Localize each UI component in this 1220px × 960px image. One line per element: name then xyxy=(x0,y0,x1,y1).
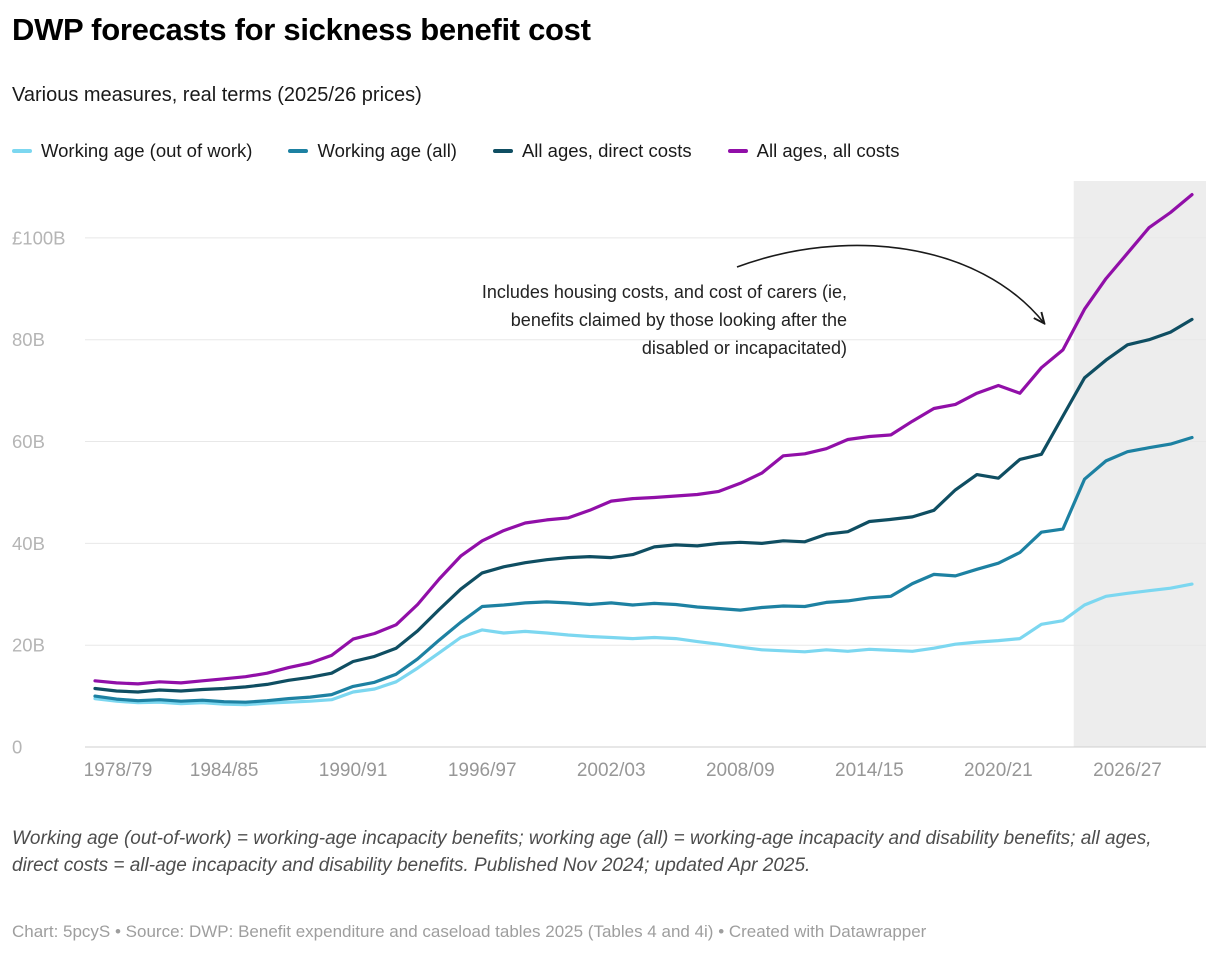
legend-label: Working age (out of work) xyxy=(41,140,253,161)
x-tick-label: 1990/91 xyxy=(319,760,388,781)
x-tick-label: 1978/79 xyxy=(84,760,153,781)
y-tick-label: 40B xyxy=(12,533,45,554)
legend-swatch-line xyxy=(727,149,748,153)
x-tick-label: 1984/85 xyxy=(190,760,259,781)
page-title: DWP forecasts for sickness benefit cost xyxy=(12,12,591,47)
annotation-line: disabled or incapacitated) xyxy=(641,337,847,358)
annotation-arrow xyxy=(736,244,1044,323)
y-tick-label: 0 xyxy=(12,737,22,758)
chart-area: 0 20B 40B 60B 80B £100B 1978/79 1984/85 1990/91 1… xyxy=(0,175,1220,795)
x-tick-label: 2008/09 xyxy=(706,760,775,781)
forecast-band xyxy=(1073,181,1206,747)
legend-item[interactable]: Working age (out of work) xyxy=(12,140,252,162)
x-tick-label: 2002/03 xyxy=(577,760,646,781)
annotation-line: benefits claimed by those looking after … xyxy=(510,309,847,330)
y-tick-label: £100B xyxy=(12,227,66,248)
chart-canvas: 0 20B 40B 60B 80B £100B 1978/79 1984/85 1990/91 1… xyxy=(12,181,1206,781)
legend-swatch-line xyxy=(288,149,309,153)
x-tick-label: 2026/27 xyxy=(1093,760,1162,781)
legend-label: All ages, all costs xyxy=(756,140,900,161)
series-line-1[interactable] xyxy=(93,435,1194,704)
y-tick-label: 20B xyxy=(12,635,45,656)
chart-annotation: Includes housing costs, and cost of care… xyxy=(482,279,847,363)
y-tick-label: 80B xyxy=(12,329,45,350)
x-tick-label: 2014/15 xyxy=(835,760,904,781)
series-line-3[interactable] xyxy=(93,193,1194,686)
series-line-0[interactable] xyxy=(93,582,1194,707)
legend-item[interactable]: All ages, direct costs xyxy=(492,140,692,162)
series-line-2[interactable] xyxy=(93,317,1194,694)
legend-swatch-line xyxy=(492,149,513,153)
chart-notes: Working age (out-of-work) = working-age … xyxy=(12,828,1152,876)
legend-item[interactable]: Working age (all) xyxy=(288,140,457,162)
legend-swatch-line xyxy=(12,149,32,153)
legend: Working age (out of work) Working age (al… xyxy=(12,140,900,162)
chart-footer: Chart: 5pcyS • Source: DWP: Benefit expe… xyxy=(12,922,927,941)
annotation-line: Includes housing costs, and cost of care… xyxy=(481,282,847,302)
legend-item[interactable]: All ages, all costs xyxy=(727,140,900,162)
y-tick-label: 60B xyxy=(12,431,45,452)
x-tick-label: 1996/97 xyxy=(448,760,517,781)
x-tick-label: 2020/21 xyxy=(964,760,1033,781)
page-subtitle: Various measures, real terms (2025/26 pr… xyxy=(12,84,422,106)
legend-label: All ages, direct costs xyxy=(521,140,692,161)
legend-label: Working age (all) xyxy=(317,140,457,161)
